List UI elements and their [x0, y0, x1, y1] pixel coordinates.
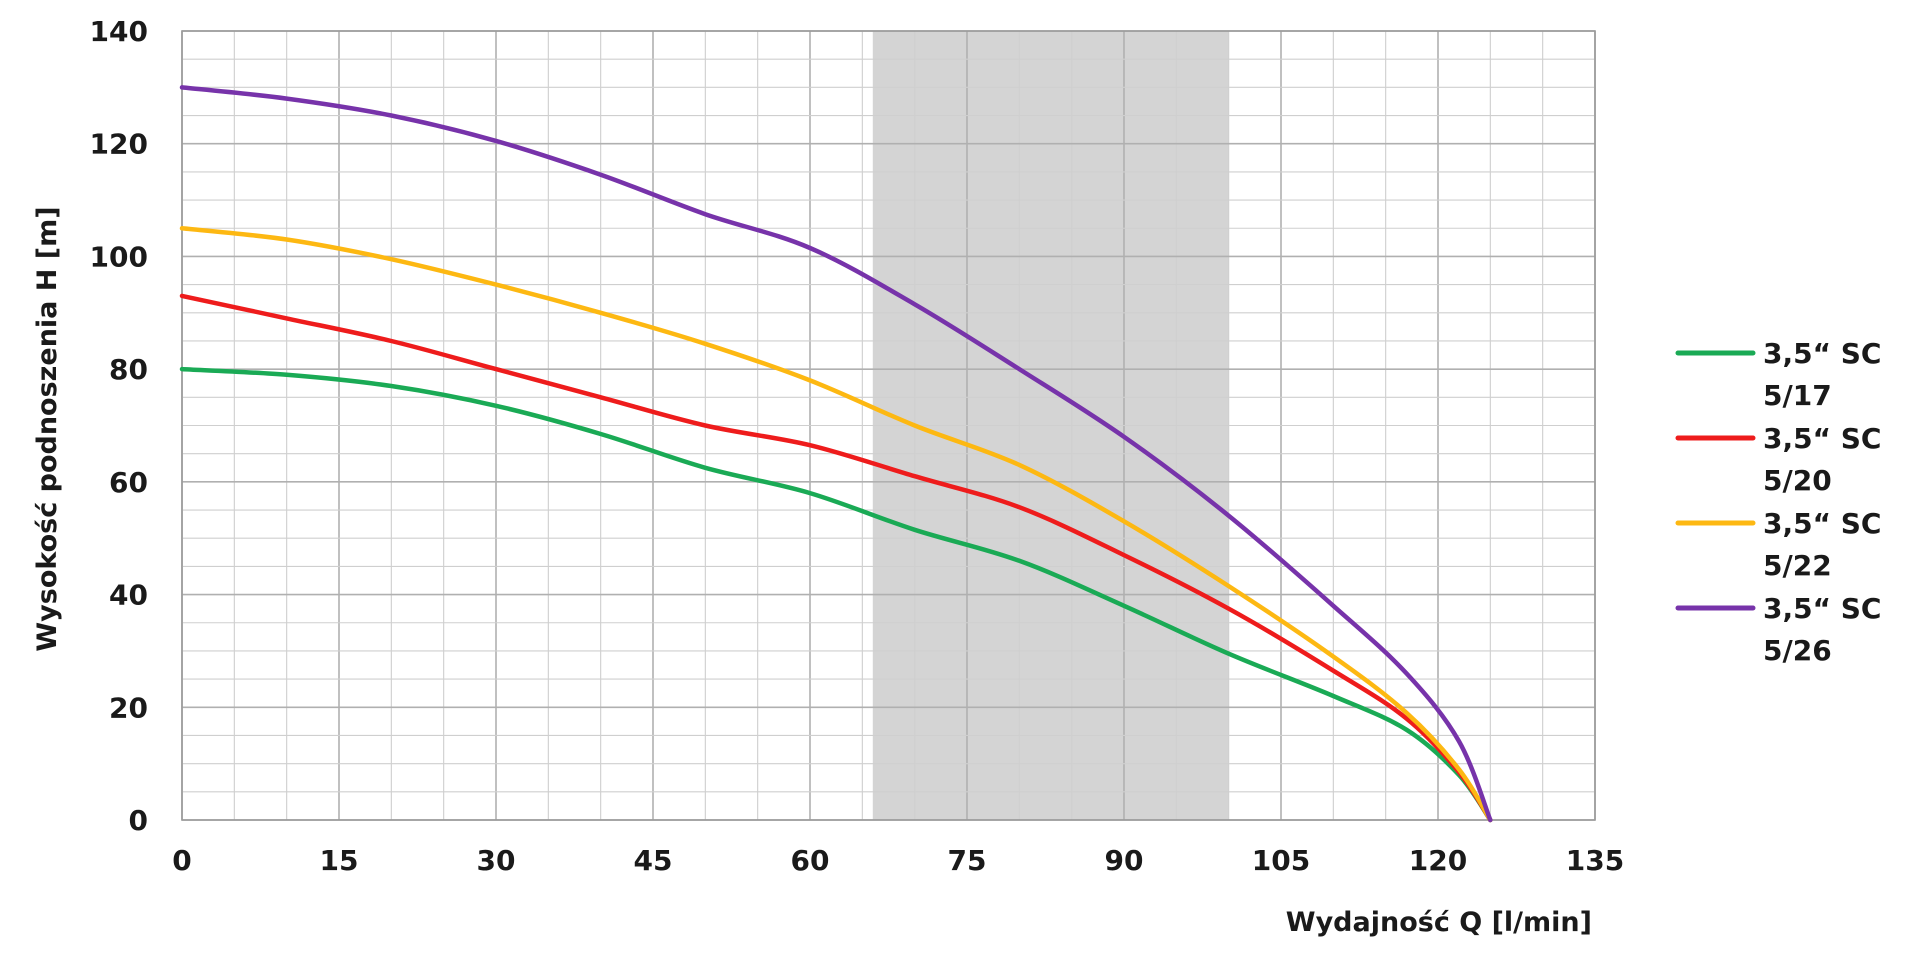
y-tick-label: 40	[109, 579, 148, 612]
grid-layer	[181, 30, 1596, 821]
series-line-5-17	[179, 366, 1493, 823]
y-tick-label: 60	[109, 466, 148, 499]
x-tick-label: 75	[948, 844, 987, 877]
y-tick-label: 120	[90, 128, 148, 161]
x-tick-label: 0	[172, 844, 191, 877]
series-line-5-26	[179, 85, 1493, 823]
y-tick-label: 0	[129, 804, 148, 837]
x-tick-label: 45	[634, 844, 673, 877]
x-tick-label: 120	[1409, 844, 1467, 877]
legend-label-line1: 3,5“ SC	[1763, 592, 1881, 625]
x-tick-label: 105	[1252, 844, 1310, 877]
legend-label-line2: 5/22	[1763, 549, 1832, 582]
x-tick-label: 60	[791, 844, 830, 877]
y-tick-label: 140	[90, 15, 148, 48]
x-tick-label: 15	[320, 844, 359, 877]
series-layer	[179, 85, 1493, 823]
tick-label-layer: 0 15 30 45 60 75 90 105 120 135 0 20 40 60 80 100 120 140	[90, 15, 1625, 877]
plot-frame	[181, 30, 1596, 821]
y-tick-label: 80	[109, 353, 148, 386]
legend-label-line2: 5/26	[1763, 634, 1832, 667]
x-tick-label: 135	[1566, 844, 1624, 877]
series-line-5-20	[179, 293, 1493, 823]
x-tick-label: 90	[1105, 844, 1144, 877]
legend-label-line2: 5/20	[1763, 464, 1832, 497]
y-axis-title: Wysokość podnoszenia H [m]	[32, 206, 63, 651]
x-tick-label: 30	[477, 844, 516, 877]
y-tick-label: 100	[90, 240, 148, 273]
legend-label-line1: 3,5“ SC	[1763, 422, 1881, 455]
legend-label-line1: 3,5“ SC	[1763, 507, 1881, 540]
y-tick-label: 20	[109, 691, 148, 724]
series-line-5-22	[179, 226, 1493, 823]
legend-label-line2: 5/17	[1763, 379, 1832, 412]
legend-label-line1: 3,5“ SC	[1763, 337, 1881, 370]
legend: 3,5“ SC 5/17 3,5“ SC 5/20 3,5“ SC 5/22 3,5“ SC…	[1675, 337, 1881, 667]
x-axis-title: Wydajność Q [l/min]	[1286, 907, 1592, 938]
